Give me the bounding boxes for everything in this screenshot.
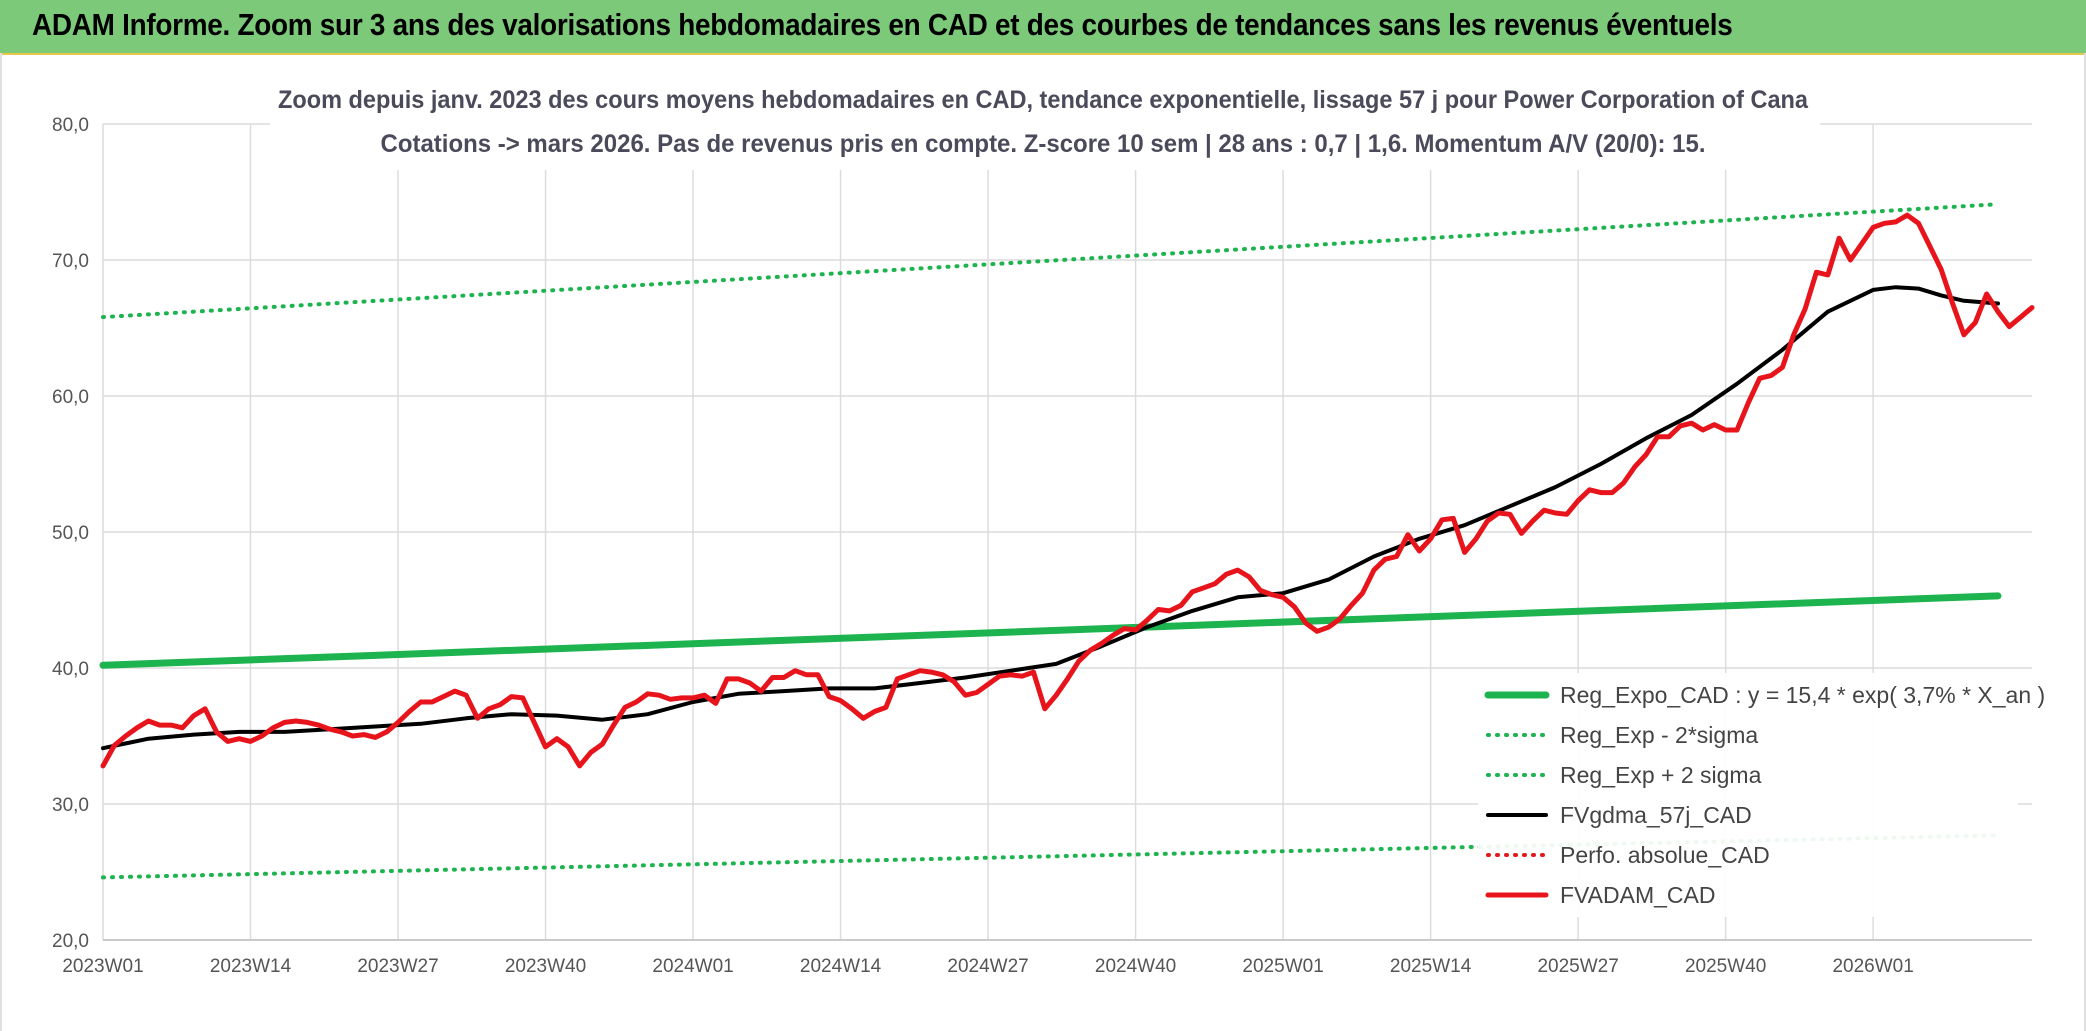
series-line-reg-exp-2-sigma	[101, 202, 2000, 320]
series-line-reg-exp-2-sigma	[101, 833, 2000, 880]
series-line-fvadam-cad	[100, 212, 2035, 769]
legend-label: FVADAM_CAD	[1560, 882, 1716, 908]
legend-background	[1478, 673, 2018, 917]
chart-title-line-2: Cotations -> mars 2026. Pas de revenus p…	[381, 130, 1706, 158]
axes: 20,0 30,0 40,0 50,0 60,0 70,0 80,0 2023W01 2023W…	[52, 115, 2032, 977]
x-tick-label: 2024W40	[1095, 956, 1176, 977]
report-title: ADAM Informe. Zoom sur 3 ans des valoris…	[32, 7, 1733, 42]
x-tick-label: 2025W27	[1537, 956, 1618, 977]
legend-label: FVgdma_57j_CAD	[1560, 802, 1752, 828]
chart-title-line-1: Zoom depuis janv. 2023 des cours moyens …	[278, 86, 1809, 114]
x-tick-label: 2025W01	[1242, 956, 1323, 977]
x-tick-label: 2023W14	[210, 956, 292, 977]
y-tick-label: 70,0	[52, 251, 89, 272]
x-tick-label: 2026W01	[1832, 956, 1913, 977]
y-tick-label: 80,0	[52, 115, 89, 136]
series-line-reg-expo-cad-y-15-4-exp-3-7-x-an	[99, 592, 2002, 669]
x-tick-label: 2024W27	[947, 956, 1028, 977]
y-tick-label: 50,0	[52, 523, 89, 544]
y-tick-label: 20,0	[52, 931, 89, 952]
x-tick-label: 2023W40	[505, 956, 586, 977]
x-tick-label: 2025W40	[1685, 956, 1766, 977]
x-tick-label: 2024W01	[652, 956, 733, 977]
legend-label: Reg_Expo_CAD : y = 15,4 * exp( 3,7% * X_…	[1560, 682, 2045, 708]
legend: Reg_Expo_CAD : y = 15,4 * exp( 3,7% * X_…	[1478, 673, 2045, 917]
chart-title: Zoom depuis janv. 2023 des cours moyens …	[270, 78, 1820, 170]
y-tick-label: 60,0	[52, 387, 89, 408]
x-tick-label: 2024W14	[800, 956, 882, 977]
chart-area	[0, 53, 2086, 1031]
y-tick-label: 30,0	[52, 795, 89, 816]
x-tick-label: 2023W01	[62, 956, 143, 977]
legend-label: Reg_Exp - 2*sigma	[1560, 722, 1758, 748]
x-tick-label: 2025W14	[1390, 956, 1472, 977]
y-tick-label: 40,0	[52, 659, 89, 680]
legend-label: Reg_Exp + 2 sigma	[1560, 762, 1762, 788]
legend-label: Perfo. absolue_CAD	[1560, 842, 1770, 868]
series-lines	[99, 202, 2035, 880]
report-banner: ADAM Informe. Zoom sur 3 ans des valoris…	[0, 0, 2086, 55]
x-tick-label: 2023W27	[357, 956, 438, 977]
